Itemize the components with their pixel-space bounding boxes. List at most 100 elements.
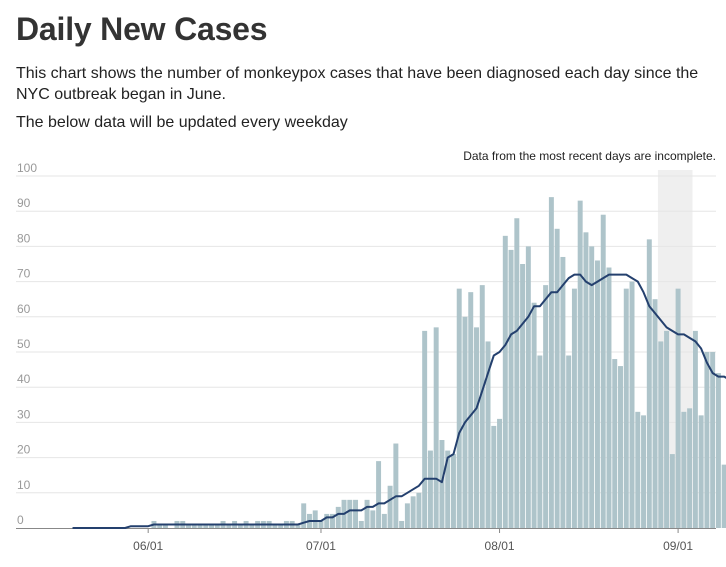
- chart-description: This chart shows the number of monkeypox…: [16, 65, 699, 103]
- bar: [612, 359, 618, 528]
- bar: [669, 454, 675, 528]
- bar: [618, 366, 623, 528]
- bar: [704, 352, 710, 528]
- y-tick-label: 90: [17, 196, 31, 210]
- bar: [237, 524, 243, 528]
- bar: [214, 524, 220, 528]
- bar: [399, 520, 405, 528]
- bar: [583, 232, 589, 528]
- bar: [548, 197, 554, 528]
- bar: [485, 341, 491, 528]
- bar: [577, 200, 583, 528]
- x-tick-label: 07/01: [306, 539, 336, 553]
- bar: [347, 499, 353, 528]
- bar: [450, 454, 456, 528]
- bar: [157, 524, 163, 528]
- bar: [589, 246, 595, 528]
- bar: [497, 418, 503, 528]
- bar: [715, 373, 721, 528]
- bar: [358, 520, 364, 528]
- x-tick-label: 08/01: [485, 539, 515, 553]
- x-tick-label: 09/01: [663, 539, 693, 553]
- bar: [560, 256, 566, 528]
- bar: [606, 267, 612, 528]
- bar: [508, 249, 514, 529]
- update-note: The below data will be updated every wee…: [16, 114, 348, 131]
- bar: [571, 288, 577, 528]
- x-tick-label: 06/01: [133, 539, 163, 553]
- bar: [410, 496, 416, 528]
- bar: [531, 302, 537, 528]
- page-title: Daily New Cases: [16, 11, 268, 47]
- y-tick-label: 100: [17, 161, 37, 175]
- bar: [594, 260, 600, 528]
- y-tick-label: 50: [17, 337, 31, 351]
- bar: [502, 235, 508, 528]
- bar: [404, 503, 410, 528]
- bar: [353, 499, 359, 528]
- bar: [295, 524, 301, 528]
- bar: [209, 524, 215, 528]
- bar: [652, 299, 658, 528]
- incomplete-data-band: [657, 170, 693, 528]
- bar: [393, 443, 399, 528]
- bar: [162, 524, 168, 528]
- y-tick-label: 80: [17, 231, 31, 245]
- bar: [491, 425, 497, 528]
- bar: [370, 510, 376, 528]
- bar: [514, 218, 520, 528]
- bar: [710, 352, 716, 528]
- bar: [600, 214, 606, 528]
- bar: [675, 288, 681, 528]
- bar: [301, 503, 307, 528]
- bar: [318, 520, 324, 528]
- bar: [646, 239, 652, 529]
- bar: [479, 285, 485, 528]
- bar: [687, 408, 693, 528]
- bar: [226, 524, 232, 528]
- bar: [445, 450, 451, 528]
- bar: [422, 330, 428, 528]
- bar: [330, 513, 335, 528]
- seven-day-average-line: [72, 273, 726, 529]
- incomplete-data-note: Data from the most recent days are incom…: [463, 149, 716, 163]
- bar: [537, 355, 543, 528]
- bar: [381, 513, 387, 528]
- bar: [468, 292, 474, 528]
- bar: [474, 327, 479, 528]
- bar: [721, 464, 726, 528]
- bar: [364, 499, 370, 528]
- bar: [658, 341, 664, 528]
- bar: [698, 415, 704, 528]
- bar: [416, 492, 422, 528]
- y-tick-label: 40: [17, 372, 31, 386]
- bar: [456, 288, 462, 528]
- bar: [376, 461, 382, 528]
- bar: [635, 411, 641, 528]
- bar: [681, 411, 687, 528]
- bar: [692, 330, 698, 528]
- y-tick-label: 20: [17, 443, 31, 457]
- bar: [186, 524, 191, 528]
- bar: [197, 524, 203, 528]
- daily-cases-chart: 0 10 20 30 40 50 60 70 80 90 100 Data from the most…: [16, 149, 726, 553]
- bar: [191, 524, 197, 528]
- bar: [520, 264, 526, 528]
- bar: [554, 228, 560, 529]
- y-tick-label: 10: [17, 478, 31, 492]
- y-tick-label: 30: [17, 407, 31, 421]
- bar: [203, 524, 209, 528]
- bar: [623, 288, 629, 528]
- bar: [629, 281, 635, 528]
- bar: [387, 485, 393, 528]
- bar: [439, 440, 445, 528]
- bar: [249, 524, 255, 528]
- bar: [525, 246, 531, 528]
- bar: [427, 450, 433, 528]
- bar: [335, 506, 341, 528]
- bar: [312, 510, 318, 528]
- y-tick-label: 70: [17, 267, 31, 281]
- bar: [664, 330, 670, 528]
- bar: [641, 415, 647, 528]
- bar: [566, 355, 572, 528]
